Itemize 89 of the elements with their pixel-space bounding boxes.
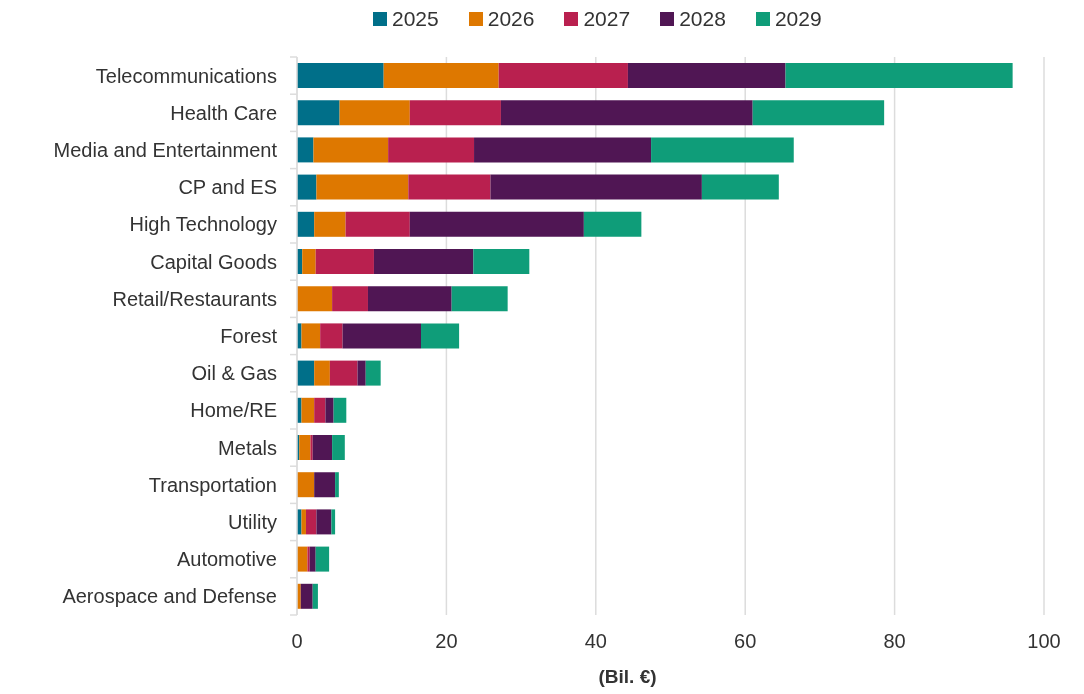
bar	[583, 211, 642, 237]
x-axis-title: (Bil. €)	[598, 666, 657, 687]
x-tick-label: 0	[291, 630, 303, 652]
y-tick-label: Metals	[218, 436, 277, 459]
bar	[785, 63, 1013, 88]
bar	[752, 100, 885, 126]
legend-label: 2026	[487, 7, 535, 31]
bar	[309, 546, 316, 572]
bar	[301, 397, 315, 423]
bar	[409, 100, 501, 126]
y-tick-label: Utility	[228, 511, 277, 533]
bar	[345, 211, 410, 237]
x-tick-label: 20	[435, 630, 458, 652]
y-tick-label: High Technology	[129, 213, 277, 236]
bar	[312, 435, 333, 460]
bar	[302, 249, 316, 274]
bar	[297, 100, 340, 126]
bar	[320, 323, 343, 349]
y-tick-label: Retail/Restaurants	[112, 287, 277, 310]
bar	[421, 323, 460, 349]
x-tick-label: 60	[734, 630, 757, 652]
y-tick-label: Home/RE	[190, 399, 277, 422]
y-tick-label: Telecommunications	[95, 64, 277, 87]
y-tick-label: Transportation	[148, 473, 277, 496]
bar	[357, 360, 366, 386]
bar	[297, 472, 315, 498]
y-tick-label: Capital Goods	[150, 250, 277, 273]
bar	[314, 360, 330, 386]
bar	[388, 137, 475, 163]
y-tick-label: Aerospace and Defense	[62, 585, 277, 608]
y-tick-label: Automotive	[176, 548, 277, 571]
bar	[373, 249, 474, 274]
bar	[342, 323, 421, 349]
bar	[297, 211, 315, 237]
bar	[297, 174, 317, 200]
bar	[305, 509, 317, 535]
bar	[409, 211, 584, 237]
bar	[315, 249, 374, 274]
bar	[339, 100, 410, 126]
bar	[315, 546, 330, 572]
bar	[314, 472, 336, 498]
bar	[299, 435, 311, 460]
bar	[313, 137, 389, 163]
bar	[627, 63, 786, 88]
bar	[314, 397, 326, 423]
bar	[367, 286, 452, 312]
y-tick-label: Oil & Gas	[191, 362, 277, 385]
bar	[316, 174, 409, 200]
bar	[301, 509, 306, 535]
legend-label: 2029	[774, 7, 822, 31]
legend-label: 2028	[679, 7, 726, 31]
bar	[333, 397, 347, 423]
bar	[297, 137, 314, 163]
bar	[451, 286, 508, 312]
x-tick-label: 100	[1027, 630, 1061, 652]
bar	[331, 509, 336, 535]
bar	[473, 249, 530, 274]
y-tick-label: Forest	[220, 325, 278, 347]
bar	[314, 211, 346, 237]
bar	[332, 435, 345, 460]
legend-label: 2027	[583, 7, 631, 31]
bar	[307, 546, 310, 572]
bar	[701, 174, 779, 200]
bar	[297, 63, 384, 88]
bar	[316, 509, 332, 535]
legend-label: 2025	[392, 7, 439, 31]
bar	[301, 323, 321, 349]
bar	[329, 360, 358, 386]
bar	[383, 63, 499, 88]
bar	[335, 472, 339, 498]
bar	[408, 174, 491, 200]
y-tick-label: CP and ES	[178, 176, 277, 199]
bar	[297, 286, 333, 312]
bar	[365, 360, 381, 386]
bar	[297, 360, 315, 386]
bar	[490, 174, 702, 200]
bar	[300, 583, 313, 609]
bar	[312, 583, 318, 609]
x-tick-label: 40	[584, 630, 607, 652]
bar	[325, 397, 334, 423]
bar	[474, 137, 652, 163]
bar	[500, 100, 753, 126]
y-tick-label: Media and Entertainment	[53, 139, 278, 161]
bar	[332, 286, 368, 312]
bar	[310, 435, 313, 460]
y-tick-label: Health Care	[170, 101, 277, 124]
bar	[498, 63, 628, 88]
bar	[651, 137, 794, 163]
x-tick-label: 80	[883, 630, 906, 652]
